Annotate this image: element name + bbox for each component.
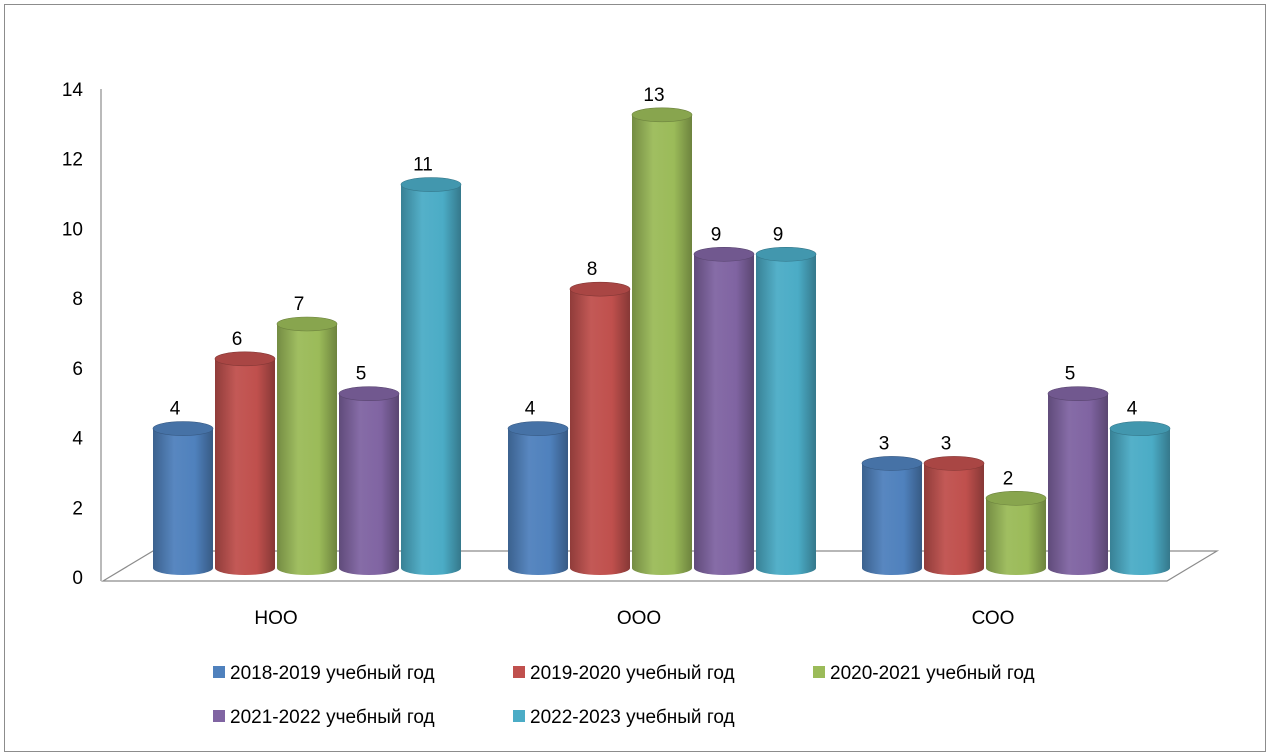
bar-body xyxy=(1110,428,1170,575)
data-label: 5 xyxy=(1065,364,1076,385)
bar xyxy=(861,456,923,575)
bar-top xyxy=(507,421,569,436)
y-tick-label: 4 xyxy=(72,429,83,450)
data-label: 3 xyxy=(879,433,890,454)
data-label: 5 xyxy=(356,364,367,385)
legend-swatch xyxy=(513,710,525,722)
legend-swatch xyxy=(213,710,225,722)
chart-floor xyxy=(100,550,1220,582)
bar xyxy=(755,246,817,576)
bar-body xyxy=(756,254,816,576)
y-tick-label: 14 xyxy=(62,80,84,101)
legend-item: 2018-2019 учебный год xyxy=(213,663,435,684)
bar xyxy=(631,107,693,575)
y-tick-label: 2 xyxy=(72,498,83,519)
x-category-label: НОО xyxy=(254,608,297,629)
y-tick-label: 6 xyxy=(72,359,83,380)
x-axis-labels: НОО ООО СОО xyxy=(254,608,1014,629)
floor-plane xyxy=(100,550,1220,582)
bar-body xyxy=(215,358,275,575)
bar-body xyxy=(986,498,1046,575)
bar xyxy=(1109,421,1171,575)
bar-top xyxy=(631,107,693,123)
data-label: 9 xyxy=(711,224,722,245)
data-label: 4 xyxy=(525,399,536,420)
bar-body xyxy=(508,428,568,575)
bar-top xyxy=(400,177,462,192)
bar-top xyxy=(569,281,631,297)
y-tick-label: 8 xyxy=(72,289,83,310)
legend-label: 2021-2022 учебный год xyxy=(230,707,435,728)
data-label: 7 xyxy=(294,294,305,315)
bar-body xyxy=(153,428,213,575)
bar xyxy=(569,281,631,575)
bar-top xyxy=(861,456,923,471)
legend-item: 2022-2023 учебный год xyxy=(513,707,735,728)
bar-top xyxy=(985,490,1047,506)
bar-top xyxy=(1047,386,1109,402)
bar-body xyxy=(1048,393,1108,575)
bar-body xyxy=(339,393,399,575)
x-category-label: СОО xyxy=(972,608,1015,629)
bar-top xyxy=(693,246,755,262)
bar-top xyxy=(338,386,400,402)
chart-frame: 0 2 4 6 8 10 12 14 4 6 7 5 11 4 8 13 9 9 3 3 2 5 4 НОО ООО СОО … xyxy=(4,4,1266,752)
bar-top xyxy=(755,246,817,262)
bar-top xyxy=(276,316,338,332)
bar xyxy=(985,490,1047,575)
bar-top xyxy=(923,456,985,471)
data-label: 11 xyxy=(413,155,433,176)
data-label: 9 xyxy=(773,224,784,245)
bar-body xyxy=(694,254,754,576)
bar-top xyxy=(1109,421,1171,436)
data-labels: 4 6 7 5 11 4 8 13 9 9 3 3 2 5 4 xyxy=(170,85,1138,489)
bar-body xyxy=(401,184,461,576)
bar-body xyxy=(924,463,984,575)
legend: 2018-2019 учебный год 2019-2020 учебный г… xyxy=(213,663,1035,728)
bar xyxy=(338,386,400,575)
bar xyxy=(507,421,569,575)
bar-body xyxy=(862,463,922,575)
bars xyxy=(152,107,1171,576)
bar xyxy=(1047,386,1109,575)
y-tick-label: 10 xyxy=(62,219,83,240)
legend-item: 2019-2020 учебный год xyxy=(513,663,735,684)
bar xyxy=(693,246,755,576)
data-label: 6 xyxy=(232,329,243,350)
data-label: 4 xyxy=(1127,399,1138,420)
data-label: 2 xyxy=(1003,468,1014,489)
bar-top xyxy=(214,351,276,367)
legend-label: 2022-2023 учебный год xyxy=(530,707,735,728)
bar xyxy=(152,421,214,575)
legend-swatch xyxy=(813,666,825,678)
y-tick-label: 0 xyxy=(72,568,83,589)
data-label: 8 xyxy=(587,259,598,280)
bar-body xyxy=(632,114,692,575)
legend-item: 2020-2021 учебный год xyxy=(813,663,1035,684)
bar xyxy=(923,456,985,575)
legend-label: 2020-2021 учебный год xyxy=(830,663,1035,684)
legend-label: 2019-2020 учебный год xyxy=(530,663,735,684)
data-label: 13 xyxy=(643,85,664,106)
x-category-label: ООО xyxy=(617,608,661,629)
y-axis: 0 2 4 6 8 10 12 14 xyxy=(62,80,102,589)
legend-label: 2018-2019 учебный год xyxy=(230,663,435,684)
data-label: 4 xyxy=(170,399,181,420)
data-label: 3 xyxy=(941,433,952,454)
bar-body xyxy=(277,324,337,575)
bar-top xyxy=(152,421,214,436)
bar xyxy=(214,351,276,575)
bar xyxy=(400,177,462,576)
legend-swatch xyxy=(213,666,225,678)
legend-swatch xyxy=(513,666,525,678)
legend-item: 2021-2022 учебный год xyxy=(213,707,435,728)
bar xyxy=(276,316,338,575)
bar-body xyxy=(570,289,630,575)
y-tick-label: 12 xyxy=(62,150,83,171)
